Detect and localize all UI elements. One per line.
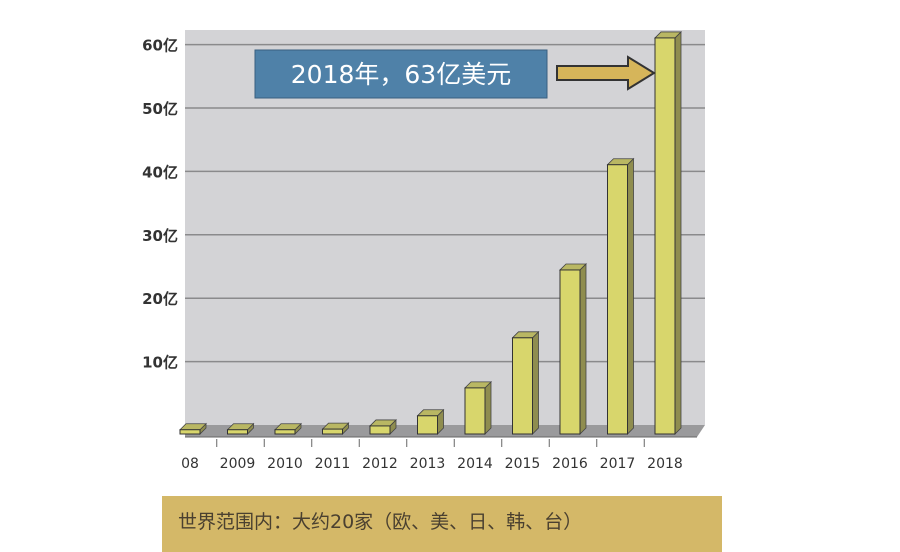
y-tick-label: 60亿: [142, 37, 178, 55]
bar-side: [627, 157, 634, 435]
x-tick-label: 2018: [647, 456, 683, 472]
caption-text: 世界范围内：大约20家（欧、美、日、韩、台）: [178, 511, 583, 533]
bar: [464, 387, 486, 435]
bar: [559, 269, 581, 435]
x-tick-label: 08: [181, 456, 199, 472]
bar-side: [532, 330, 539, 435]
bar: [179, 429, 201, 435]
annotation-box: [254, 49, 548, 99]
bar: [417, 415, 438, 435]
arrow-icon: [556, 55, 656, 91]
y-tick-label: 30亿: [142, 227, 178, 245]
x-tick-label: 2013: [410, 456, 446, 472]
bar: [654, 37, 676, 435]
y-tick-label: 20亿: [142, 290, 178, 308]
bar-side: [674, 30, 682, 435]
x-tick-label: 2014: [457, 456, 493, 472]
x-tick-label: 2010: [267, 456, 303, 472]
bar: [274, 429, 296, 435]
bar: [369, 425, 391, 435]
bar: [607, 164, 628, 435]
x-tick-label: 2016: [552, 456, 588, 472]
x-tick-label: 2012: [362, 456, 398, 472]
y-tick-label: 50亿: [142, 100, 178, 118]
bar-side: [484, 380, 492, 435]
bar-chart: 10亿 20亿 30亿 40亿 50亿 60亿 08 2009 2010 2011 2012 2013…: [142, 30, 705, 472]
bar: [512, 337, 533, 435]
caption-box: 世界范围内：大约20家（欧、美、日、韩、台）: [162, 496, 722, 552]
x-tick-label: 2017: [600, 456, 636, 472]
y-tick-label: 10亿: [142, 354, 178, 372]
x-tick-label: 2015: [505, 456, 541, 472]
y-tick-label: 40亿: [142, 163, 178, 181]
x-tick-label: 2009: [220, 456, 256, 472]
annotation-text: 2018年，63亿美元: [291, 60, 511, 89]
bar: [322, 428, 343, 435]
bar: [227, 429, 248, 435]
bar-side: [579, 262, 587, 435]
x-tick-label: 2011: [315, 456, 351, 472]
